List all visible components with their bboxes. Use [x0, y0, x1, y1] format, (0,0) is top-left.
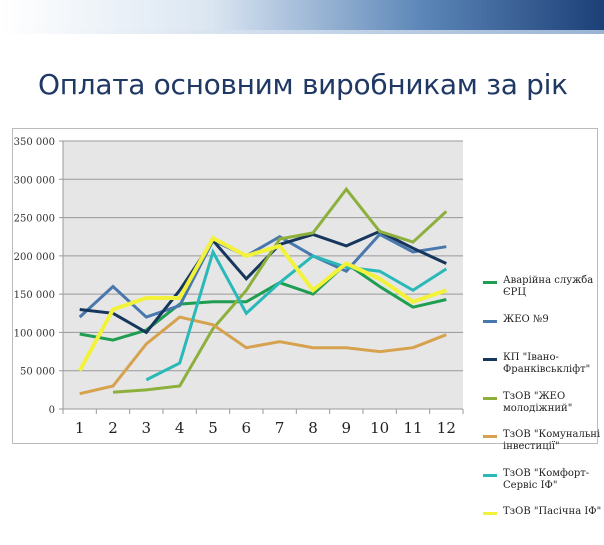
y-tick-label: 350 000 [14, 137, 55, 148]
series-line [78, 232, 447, 319]
x-tick-label: 3 [142, 419, 152, 437]
chart-plot: 0 50 000 100 000 150 000 200 000 250 000 300 0… [14, 137, 464, 437]
legend-swatch [483, 396, 497, 400]
x-tick-label: 2 [108, 419, 118, 437]
legend-item: ТзОВ "Комфорт-Сервіс ІФ" [483, 468, 604, 507]
y-tick-label: 300 000 [14, 175, 55, 186]
x-tick-label: 12 [437, 419, 456, 437]
plot-area [63, 141, 463, 409]
legend-label: Аварійна служба ЄРЦ [503, 275, 594, 298]
legend-swatch [483, 435, 497, 438]
x-tick-label: 11 [403, 419, 422, 437]
x-tick-label: 8 [308, 419, 318, 437]
y-tick-label: 200 000 [14, 252, 55, 263]
legend-swatch [483, 512, 497, 515]
slide-title: Оплата основним виробникам за рік [38, 68, 568, 101]
legend-item: ТзОВ "ЖЕО молодіжний" [483, 391, 604, 430]
legend-swatch [483, 358, 497, 361]
x-tick-label: 1 [75, 419, 85, 437]
y-tick-label: 250 000 [14, 214, 55, 225]
slide-header-bar [0, 0, 604, 30]
legend-label: ЖЕО №9 [503, 313, 549, 325]
x-tick-label: 5 [208, 419, 218, 437]
legend-item: Аварійна служба ЄРЦ [483, 275, 604, 314]
chart-legend: Аварійна служба ЄРЦ ЖЕО №9 КП "Івано-Франк… [483, 275, 604, 545]
x-tick-label: 7 [275, 419, 285, 437]
legend-label: ТзОВ "Комфорт-Сервіс ІФ" [503, 467, 590, 491]
y-tick-label: 0 [49, 405, 55, 416]
legend-item: ТзОВ "Комунальні інвестиції" [483, 429, 604, 468]
x-tick-label: 10 [370, 419, 389, 437]
x-tick-label: 6 [242, 419, 252, 437]
y-tick-label: 150 000 [14, 290, 55, 301]
series-line [112, 186, 448, 394]
legend-swatch [483, 473, 497, 477]
series-line [77, 235, 447, 372]
legend-label: КП "Івано-Франківськліфт" [503, 352, 591, 375]
legend-item: ЖЕО №9 [483, 314, 604, 353]
x-tick-label: 9 [342, 419, 352, 437]
series-line [79, 261, 447, 342]
legend-label: ТзОВ "Комунальні інвестиції" [503, 429, 601, 452]
y-tick-label: 50 000 [20, 367, 55, 378]
legend-item: ТзОВ "Пасічна ІФ" [483, 506, 604, 545]
legend-swatch [483, 319, 497, 323]
y-tick-label: 100 000 [14, 328, 55, 339]
series-line [79, 315, 447, 396]
legend-label: ТзОВ "Пасічна ІФ" [503, 506, 602, 517]
slide-header-stripe [0, 30, 604, 34]
legend-item: КП "Івано-Франківськліфт" [483, 352, 604, 391]
chart: 0 50 000 100 000 150 000 200 000 250 000 300 0… [12, 128, 601, 517]
x-tick-label: 4 [175, 419, 185, 437]
legend-label: ТзОВ "ЖЕО молодіжний" [503, 390, 573, 414]
legend-swatch [483, 281, 497, 284]
